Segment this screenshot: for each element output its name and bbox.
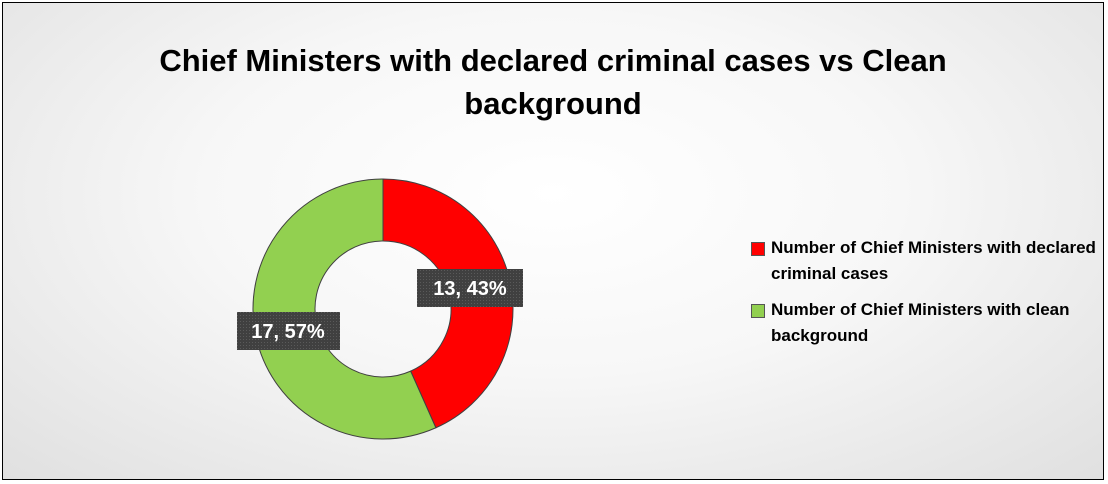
legend: Number of Chief Ministers with declared …: [751, 235, 1099, 359]
legend-item-criminal: Number of Chief Ministers with declared …: [751, 235, 1099, 287]
legend-swatch-criminal: [751, 242, 765, 256]
legend-label-criminal: Number of Chief Ministers with declared …: [771, 238, 1096, 283]
legend-swatch-clean: [751, 304, 765, 318]
chart-title: Chief Ministers with declared criminal c…: [159, 43, 947, 121]
donut-slice-clean: [252, 178, 437, 440]
data-label-criminal-text: 13, 43%: [433, 278, 507, 300]
legend-item-clean: Number of Chief Ministers with clean bac…: [751, 297, 1099, 349]
data-label-clean: 17, 57%: [237, 312, 340, 350]
legend-label-clean: Number of Chief Ministers with clean bac…: [771, 300, 1070, 345]
data-label-criminal: 13, 43%: [417, 269, 523, 307]
donut-chart: 13, 43% 17, 57%: [237, 178, 523, 440]
data-label-clean-text: 17, 57%: [251, 321, 325, 343]
